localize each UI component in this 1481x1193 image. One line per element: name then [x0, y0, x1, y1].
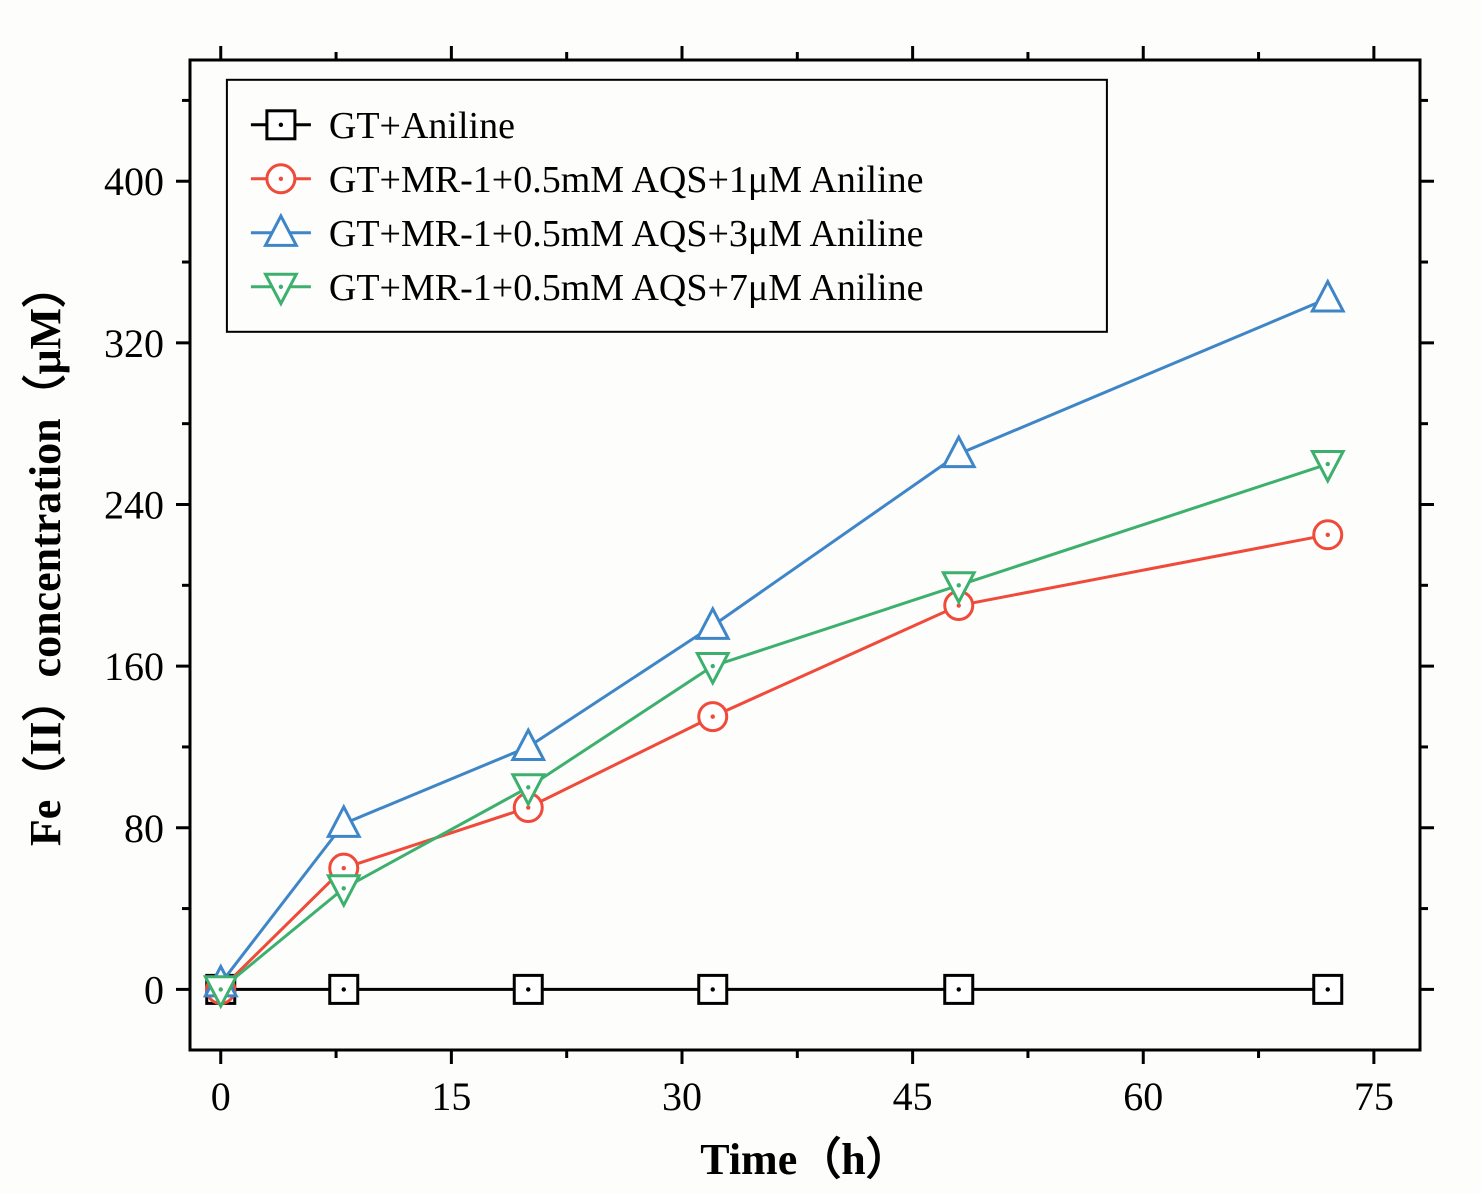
marker-dot: [526, 785, 530, 789]
legend: GT+Aniline GT+MR-1+0.5mM AQS+1μM Aniline G…: [227, 80, 1107, 332]
x-tick-label: 75: [1354, 1074, 1394, 1119]
x-tick-label: 45: [893, 1074, 933, 1119]
marker-dot: [279, 123, 283, 127]
x-tick-label: 60: [1123, 1074, 1163, 1119]
series-line: [221, 298, 1328, 983]
series: [205, 451, 1343, 1006]
marker-dot: [342, 886, 346, 890]
marker-triangle-up: [1312, 282, 1343, 311]
y-tick-label: 160: [104, 644, 164, 689]
x-tick-label: 30: [662, 1074, 702, 1119]
marker-dot: [1326, 533, 1330, 537]
y-tick-label: 0: [144, 967, 164, 1012]
legend-label: GT+Aniline: [329, 105, 515, 147]
marker-triangle-up: [697, 609, 728, 638]
marker-dot: [342, 866, 346, 870]
series: [207, 975, 1342, 1003]
marker-dot: [526, 987, 530, 991]
marker-dot: [279, 177, 283, 181]
marker-dot: [279, 285, 283, 289]
marker-triangle-up: [266, 216, 297, 245]
y-tick-label: 400: [104, 159, 164, 204]
marker-triangle-up: [328, 807, 359, 836]
marker-dot: [711, 664, 715, 668]
series-line: [221, 464, 1328, 989]
y-tick-label: 240: [104, 482, 164, 527]
series: [207, 521, 1342, 1004]
marker-dot: [957, 987, 961, 991]
x-tick-label: 0: [211, 1074, 231, 1119]
x-tick-label: 15: [431, 1074, 471, 1119]
series-group: [205, 282, 1343, 1007]
y-tick-label: 320: [104, 321, 164, 366]
marker-dot: [711, 987, 715, 991]
marker-dot: [342, 987, 346, 991]
legend-label: GT+MR-1+0.5mM AQS+1μM Aniline: [329, 159, 924, 201]
marker-dot: [219, 987, 223, 991]
series-line: [221, 535, 1328, 990]
marker-triangle-up: [513, 730, 544, 759]
x-axis-title: Time（h）: [700, 1135, 909, 1184]
marker-triangle-up: [943, 437, 974, 466]
y-axis-title: Fe（II）concentration（μM）: [21, 264, 70, 846]
y-tick-label: 80: [124, 806, 164, 851]
marker-dot: [1326, 987, 1330, 991]
marker-dot: [1326, 462, 1330, 466]
marker-dot: [711, 714, 715, 718]
chart-svg: 0 15 30 45 60 75 0 80 160 240 320 400 Time（h） Fe（II）c…: [0, 0, 1481, 1193]
legend-label: GT+MR-1+0.5mM AQS+7μM Aniline: [329, 267, 924, 309]
legend-label: GT+MR-1+0.5mM AQS+3μM Aniline: [329, 213, 924, 255]
plot-frame: [190, 60, 1420, 1050]
series: [205, 282, 1343, 996]
fe-ii-concentration-chart: 0 15 30 45 60 75 0 80 160 240 320 400 Time（h） Fe（II）c…: [0, 0, 1481, 1193]
marker-dot: [957, 583, 961, 587]
